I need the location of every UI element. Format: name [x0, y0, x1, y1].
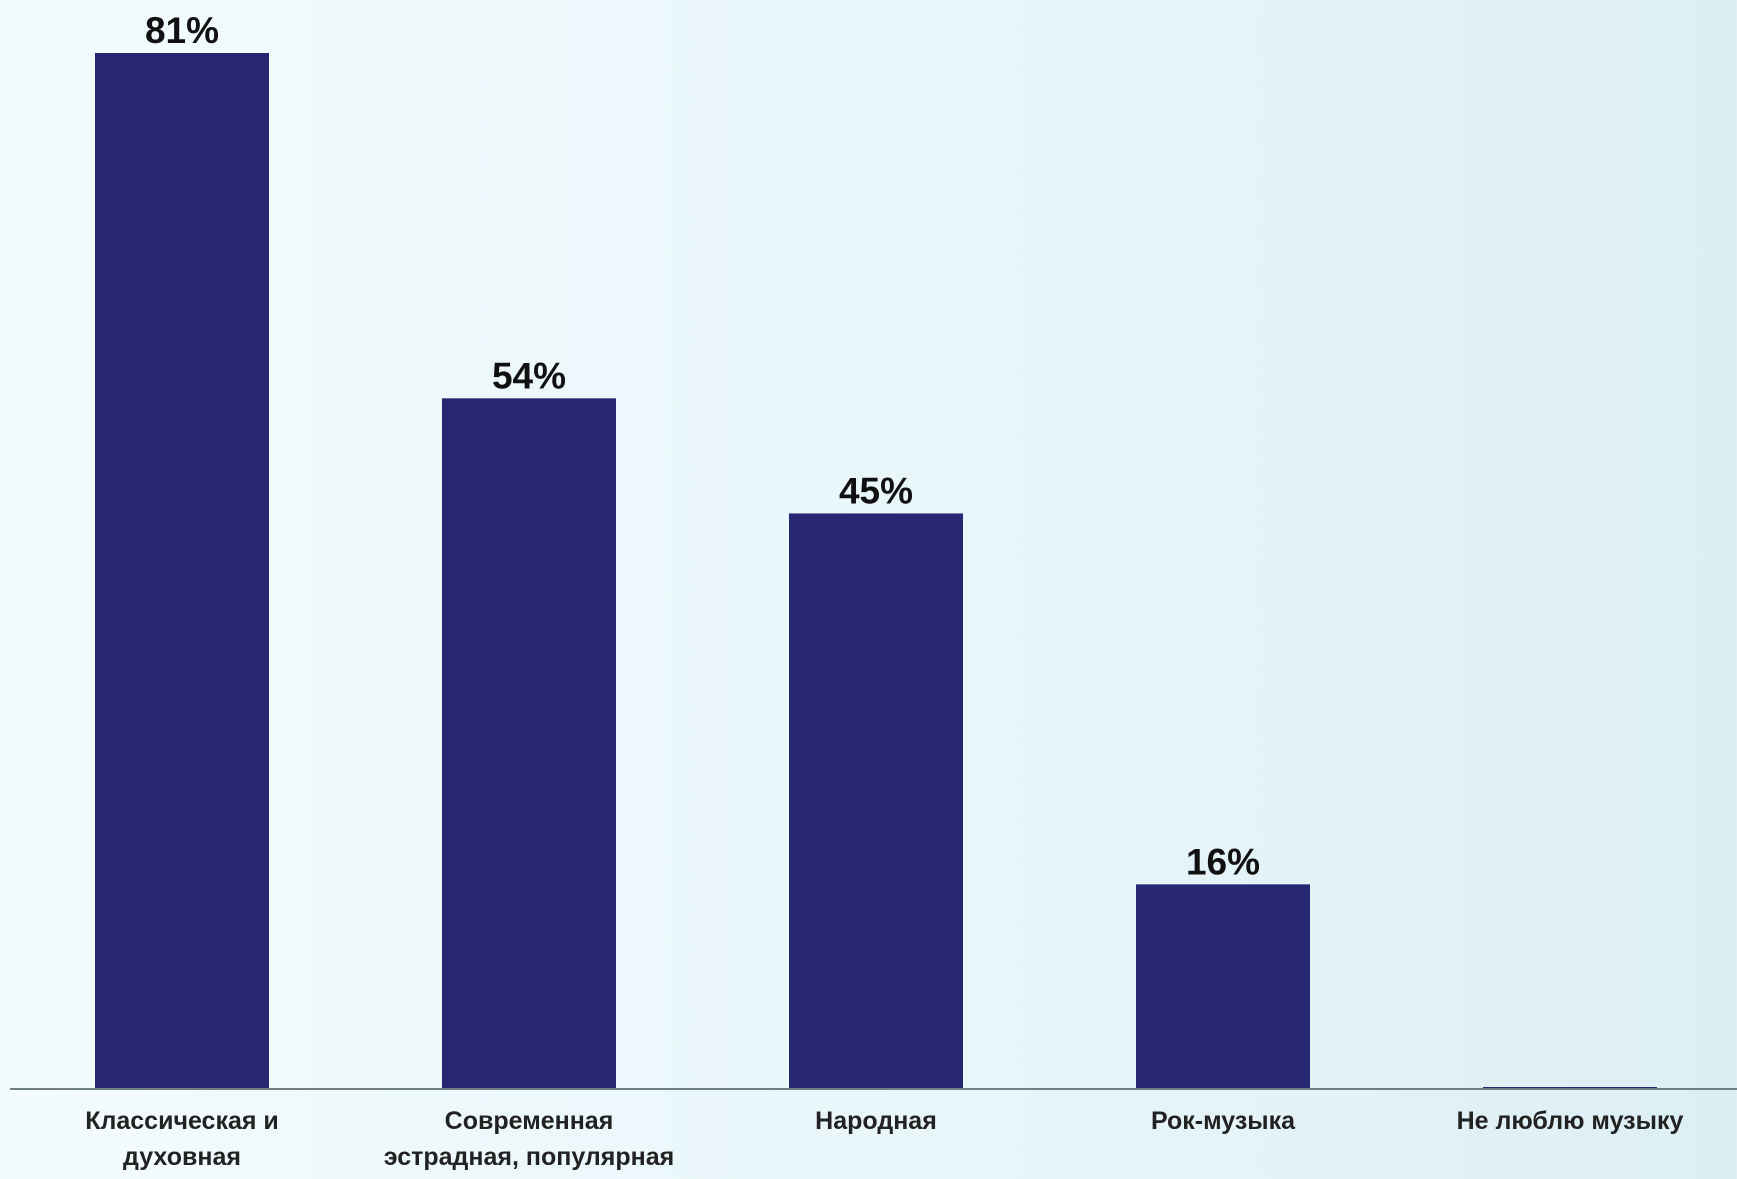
bars-group	[95, 53, 1657, 1089]
category-label-0-line-1: духовная	[123, 1143, 241, 1171]
bar-1	[442, 398, 616, 1089]
category-label-2-line-0: Народная	[815, 1107, 937, 1135]
value-label-0: 81%	[145, 10, 219, 51]
category-label-0-line-0: Классическая и	[85, 1107, 279, 1135]
bar-2	[789, 513, 963, 1089]
category-label-1-line-1: эстрадная, популярная	[384, 1143, 675, 1171]
value-label-3: 16%	[1186, 841, 1260, 882]
category-label-1-line-0: Современная	[445, 1107, 614, 1135]
bar-3	[1136, 884, 1310, 1089]
category-label-4-line-0: Не люблю музыку	[1457, 1107, 1684, 1135]
category-labels-group: Классическая и духовная Современная эстрадн…	[85, 1107, 1683, 1171]
value-labels-group: 81% 54% 45% 16%	[145, 10, 1260, 882]
bar-0	[95, 53, 269, 1089]
value-label-2: 45%	[839, 470, 913, 511]
category-label-3-line-0: Рок-музыка	[1151, 1107, 1296, 1135]
value-label-1: 54%	[492, 355, 566, 396]
